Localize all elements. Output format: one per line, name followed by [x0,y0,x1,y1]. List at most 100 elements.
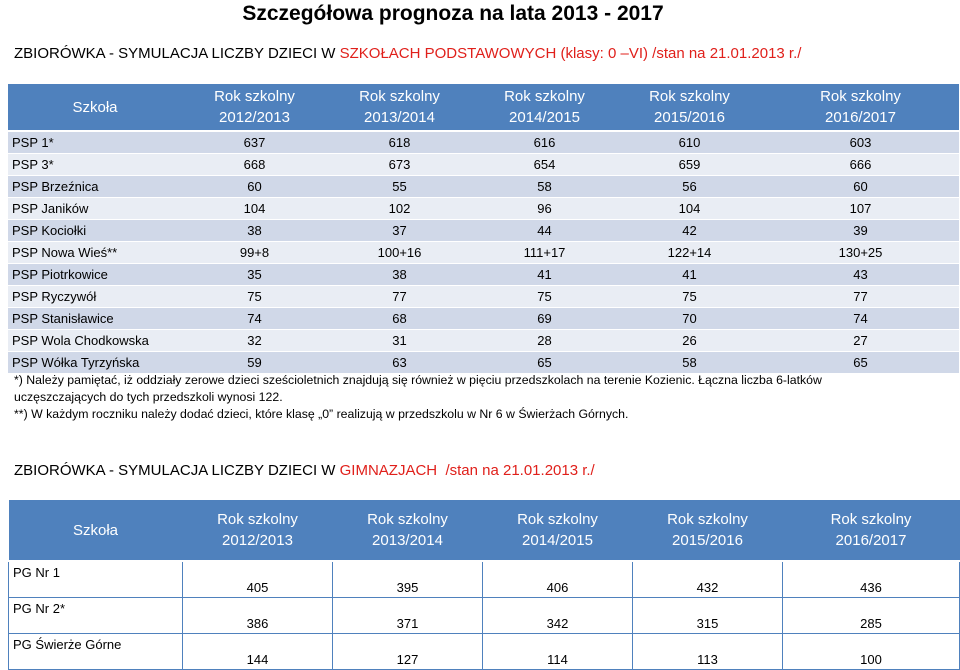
cell-value: 38 [182,219,327,242]
cell-value: 405 [182,560,333,598]
cell-value: 668 [182,153,327,176]
cell-value: 38 [327,263,472,286]
cell-value: 104 [182,197,327,220]
cell-value: 26 [617,329,762,352]
school-name: PG Nr 2* [8,597,183,634]
cell-value: 659 [617,153,762,176]
cell-value: 127 [332,633,483,670]
school-name: PSP Janików [8,197,182,220]
cell-value: 59 [182,351,327,374]
page-title: Szczegółowa prognoza na lata 2013 - 2017 [242,2,664,25]
section2-heading: ZBIORÓWKA - SYMULACJA LICZBY DZIECI W GI… [14,462,595,479]
school-name: PG Świerże Górne [8,633,183,670]
table-row: PSP Kociołki 38 37 44 42 39 [8,219,959,242]
cell-value: 75 [182,285,327,308]
cell-value: 395 [332,560,483,598]
cell-value: 285 [782,597,960,634]
school-name: PSP Kociołki [8,219,182,242]
cell-value: 122+14 [617,241,762,264]
header-school: Szkoła [8,84,182,132]
cell-value: 35 [182,263,327,286]
cell-value: 43 [762,263,959,286]
gymnasium-table: Szkoła Rok szkolny 2012/2013 Rok szkolny 2… [8,500,960,670]
header-year: Rok szkolny 2015/2016 [617,84,762,132]
header-school: Szkoła [8,500,183,562]
cell-value: 75 [617,285,762,308]
school-name: PSP Brzeźnica [8,175,182,198]
section2-heading-highlight: GIMNAZJACH [339,462,438,479]
school-name: PSP 3* [8,153,182,176]
cell-value: 41 [472,263,617,286]
cell-value: 436 [782,560,960,598]
school-name: PSP Nowa Wieś** [8,241,182,264]
section2-heading-date: /stan na 21.01.2013 r./ [437,462,595,479]
cell-value: 70 [617,307,762,330]
footnote: *) Należy pamiętać, iż oddziały zerowe d… [14,373,822,404]
school-name: PSP Piotrkowice [8,263,182,286]
cell-value: 144 [182,633,333,670]
school-name: PG Nr 1 [8,560,183,598]
table-row: PSP Brzeźnica 60 55 58 56 60 [8,175,959,198]
cell-value: 104 [617,197,762,220]
cell-value: 58 [617,351,762,374]
cell-value: 27 [762,329,959,352]
cell-value: 60 [182,175,327,198]
cell-value: 65 [472,351,617,374]
cell-value: 315 [632,597,783,634]
cell-value: 673 [327,153,472,176]
table-row: PSP 1* 637 618 616 610 603 [8,131,959,154]
table-row: PSP Wółka Tyrzyńska 59 63 65 58 65 [8,351,959,374]
cell-value: 58 [472,175,617,198]
cell-value: 32 [182,329,327,352]
header-year: Rok szkolny 2012/2013 [182,84,327,132]
cell-value: 107 [762,197,959,220]
cell-value: 102 [327,197,472,220]
header-year: Rok szkolny 2016/2017 [782,500,960,562]
cell-value: 60 [762,175,959,198]
header-year: Rok szkolny 2014/2015 [472,84,617,132]
table-header-row: Szkoła Rok szkolny 2012/2013 Rok szkolny 2… [8,84,959,132]
cell-value: 603 [762,131,959,154]
table-row: PSP Piotrkowice 35 38 41 41 43 [8,263,959,286]
cell-value: 44 [472,219,617,242]
cell-value: 37 [327,219,472,242]
primary-schools-table: Szkoła Rok szkolny 2012/2013 Rok szkolny 2… [8,84,959,374]
section1-heading: ZBIORÓWKA - SYMULACJA LICZBY DZIECI W SZ… [14,45,801,62]
header-year: Rok szkolny 2014/2015 [482,500,633,562]
section1-heading-text: ZBIORÓWKA - SYMULACJA LICZBY DZIECI W [14,45,340,62]
cell-value: 99+8 [182,241,327,264]
table-header-row: Szkoła Rok szkolny 2012/2013 Rok szkolny 2… [8,500,960,562]
cell-value: 114 [482,633,633,670]
header-year: Rok szkolny 2013/2014 [332,500,483,562]
table-row: PG Nr 1 405 395 406 432 436 [8,560,960,598]
footnotes: *) Należy pamiętać, iż oddziały zerowe d… [14,372,894,423]
header-year: Rok szkolny 2015/2016 [632,500,783,562]
cell-value: 63 [327,351,472,374]
cell-value: 28 [472,329,617,352]
cell-value: 654 [472,153,617,176]
table-row: PSP Nowa Wieś** 99+8 100+16 111+17 122+14 130… [8,241,959,264]
school-name: PSP 1* [8,131,182,154]
school-name: PSP Ryczywół [8,285,182,308]
school-name: PSP Wółka Tyrzyńska [8,351,182,374]
school-name: PSP Stanisławice [8,307,182,330]
cell-value: 77 [327,285,472,308]
table-row: PSP Ryczywół 75 77 75 75 77 [8,285,959,308]
cell-value: 55 [327,175,472,198]
cell-value: 616 [472,131,617,154]
section1-heading-highlight: SZKOŁACH PODSTAWOWYCH (klasy: 0 –VI) /st… [339,45,802,62]
cell-value: 42 [617,219,762,242]
header-year: Rok szkolny 2013/2014 [327,84,472,132]
header-year: Rok szkolny 2012/2013 [182,500,333,562]
cell-value: 31 [327,329,472,352]
cell-value: 100+16 [327,241,472,264]
cell-value: 65 [762,351,959,374]
cell-value: 113 [632,633,783,670]
cell-value: 39 [762,219,959,242]
cell-value: 666 [762,153,959,176]
cell-value: 77 [762,285,959,308]
cell-value: 386 [182,597,333,634]
table-row: PSP Stanisławice 74 68 69 70 74 [8,307,959,330]
cell-value: 74 [762,307,959,330]
table-row: PSP Janików 104 102 96 104 107 [8,197,959,220]
